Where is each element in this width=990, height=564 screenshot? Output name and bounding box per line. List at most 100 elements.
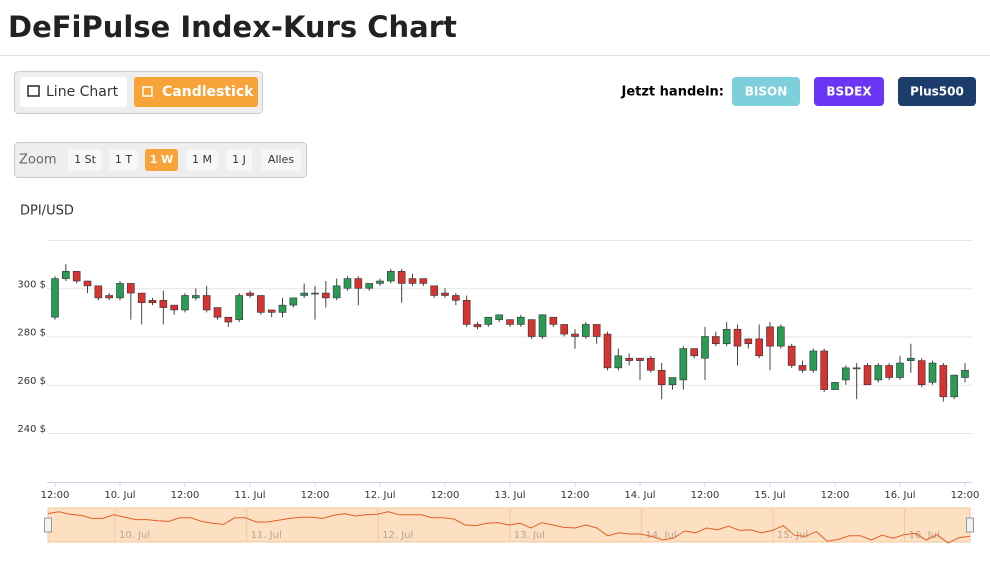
candle-body [267, 309, 276, 313]
candle-body [235, 295, 243, 320]
navigator-line [47, 511, 971, 544]
broker-button[interactable] [898, 77, 976, 106]
candle-body [213, 307, 222, 318]
candle-body [614, 355, 623, 369]
candle-body [549, 316, 558, 325]
x-tick-label: 13. Jul [494, 490, 525, 501]
page-title: DeFiPulse Index-Kurs Chart [8, 10, 457, 44]
navigator-label: 11. Jul [251, 530, 282, 541]
candle-body [278, 304, 287, 313]
candle-body [332, 285, 341, 299]
tab-line[interactable] [20, 77, 127, 107]
candle-body [105, 295, 113, 299]
y-tick-label: 280 $ [17, 328, 46, 339]
candle-body [289, 297, 298, 306]
navigator-label: 16. Jul [909, 530, 940, 541]
candle-body [560, 324, 568, 335]
x-tick-label: 11. Jul [234, 490, 265, 501]
tab-line-label: Line Chart [46, 84, 119, 100]
candle-body [322, 292, 330, 299]
candle-body [863, 365, 872, 386]
candle-body [224, 316, 233, 323]
candle-body [690, 348, 698, 357]
zoom-option: 1 J [232, 153, 246, 166]
candle-body [473, 324, 482, 328]
y-tick-label: 240 $ [17, 424, 46, 435]
broker-label: Plus500 [910, 85, 964, 99]
candle-body [257, 295, 265, 313]
candle-body [939, 365, 948, 398]
candle-body [798, 365, 807, 371]
zoom-button[interactable] [109, 149, 138, 171]
x-tick-label: 12. Jul [364, 490, 395, 501]
candle-body [343, 278, 352, 289]
candle-body [94, 285, 103, 299]
navigator-label: 14. Jul [645, 530, 676, 541]
navigator-handle[interactable] [966, 517, 974, 533]
x-tick-label: 12:00 [301, 490, 330, 501]
trade-label: Jetzt handeln: [621, 85, 725, 100]
candle-body [712, 336, 720, 345]
candle-body [733, 328, 742, 347]
zoom-button[interactable] [226, 149, 252, 171]
x-tick-label: 12:00 [691, 490, 720, 501]
zoom-label: Zoom [19, 153, 56, 168]
x-tick-label: 12:00 [171, 490, 200, 501]
candle-body [636, 357, 644, 361]
candle-body [592, 324, 601, 337]
candle-body [311, 292, 319, 295]
candle-body [365, 283, 373, 289]
candle-body [766, 326, 774, 347]
candle-body [83, 280, 92, 287]
broker-button[interactable] [732, 77, 800, 106]
candle-body [408, 278, 417, 284]
navigator-handle[interactable] [44, 517, 52, 533]
candle-body [809, 350, 818, 371]
candle-body [928, 362, 937, 383]
candle-body [657, 369, 666, 386]
candle-body [51, 278, 59, 318]
x-tick-label: 12:00 [561, 490, 590, 501]
candle-body [170, 304, 178, 311]
candle-body [722, 328, 731, 345]
candle-body [202, 295, 211, 311]
candle-body [701, 336, 709, 359]
candle-body [397, 271, 406, 284]
zoom-button[interactable] [186, 149, 218, 171]
candle-body [961, 369, 969, 378]
candle-body [72, 271, 81, 282]
navigator-label: 13. Jul [514, 530, 545, 541]
zoom-button[interactable] [261, 149, 301, 171]
x-tick-label: 15. Jul [754, 490, 785, 501]
candle-body [462, 300, 471, 325]
x-tick-label: 12:00 [431, 490, 460, 501]
x-tick-label: 12:00 [41, 490, 70, 501]
candle-body [62, 271, 70, 279]
y-tick-label: 260 $ [17, 376, 46, 387]
zoom-button[interactable] [68, 149, 102, 171]
candle-body [668, 377, 677, 386]
candle-body [159, 300, 168, 308]
candle-body [246, 292, 254, 296]
broker-label: BSDEX [826, 85, 872, 99]
candle-body [842, 367, 850, 381]
icon [142, 86, 153, 97]
candle-body [376, 280, 384, 284]
tab-candle-label: Candlestick [162, 84, 254, 100]
candle-body [192, 295, 200, 299]
candle-body [625, 357, 633, 361]
tab-candle[interactable] [134, 77, 258, 107]
navigator-label: 10. Jul [119, 530, 150, 541]
candle-body [419, 278, 428, 284]
candle-body [831, 382, 839, 390]
y-tick-label: 300 $ [17, 279, 46, 290]
zoom-option: 1 St [74, 153, 96, 166]
candle-body [506, 319, 514, 325]
x-tick-label: 14. Jul [624, 490, 655, 501]
candle-body [137, 292, 146, 304]
zoom-button[interactable] [145, 149, 178, 171]
candle-body [517, 316, 525, 325]
x-tick-label: 12:00 [951, 490, 980, 501]
broker-button[interactable] [814, 77, 884, 106]
